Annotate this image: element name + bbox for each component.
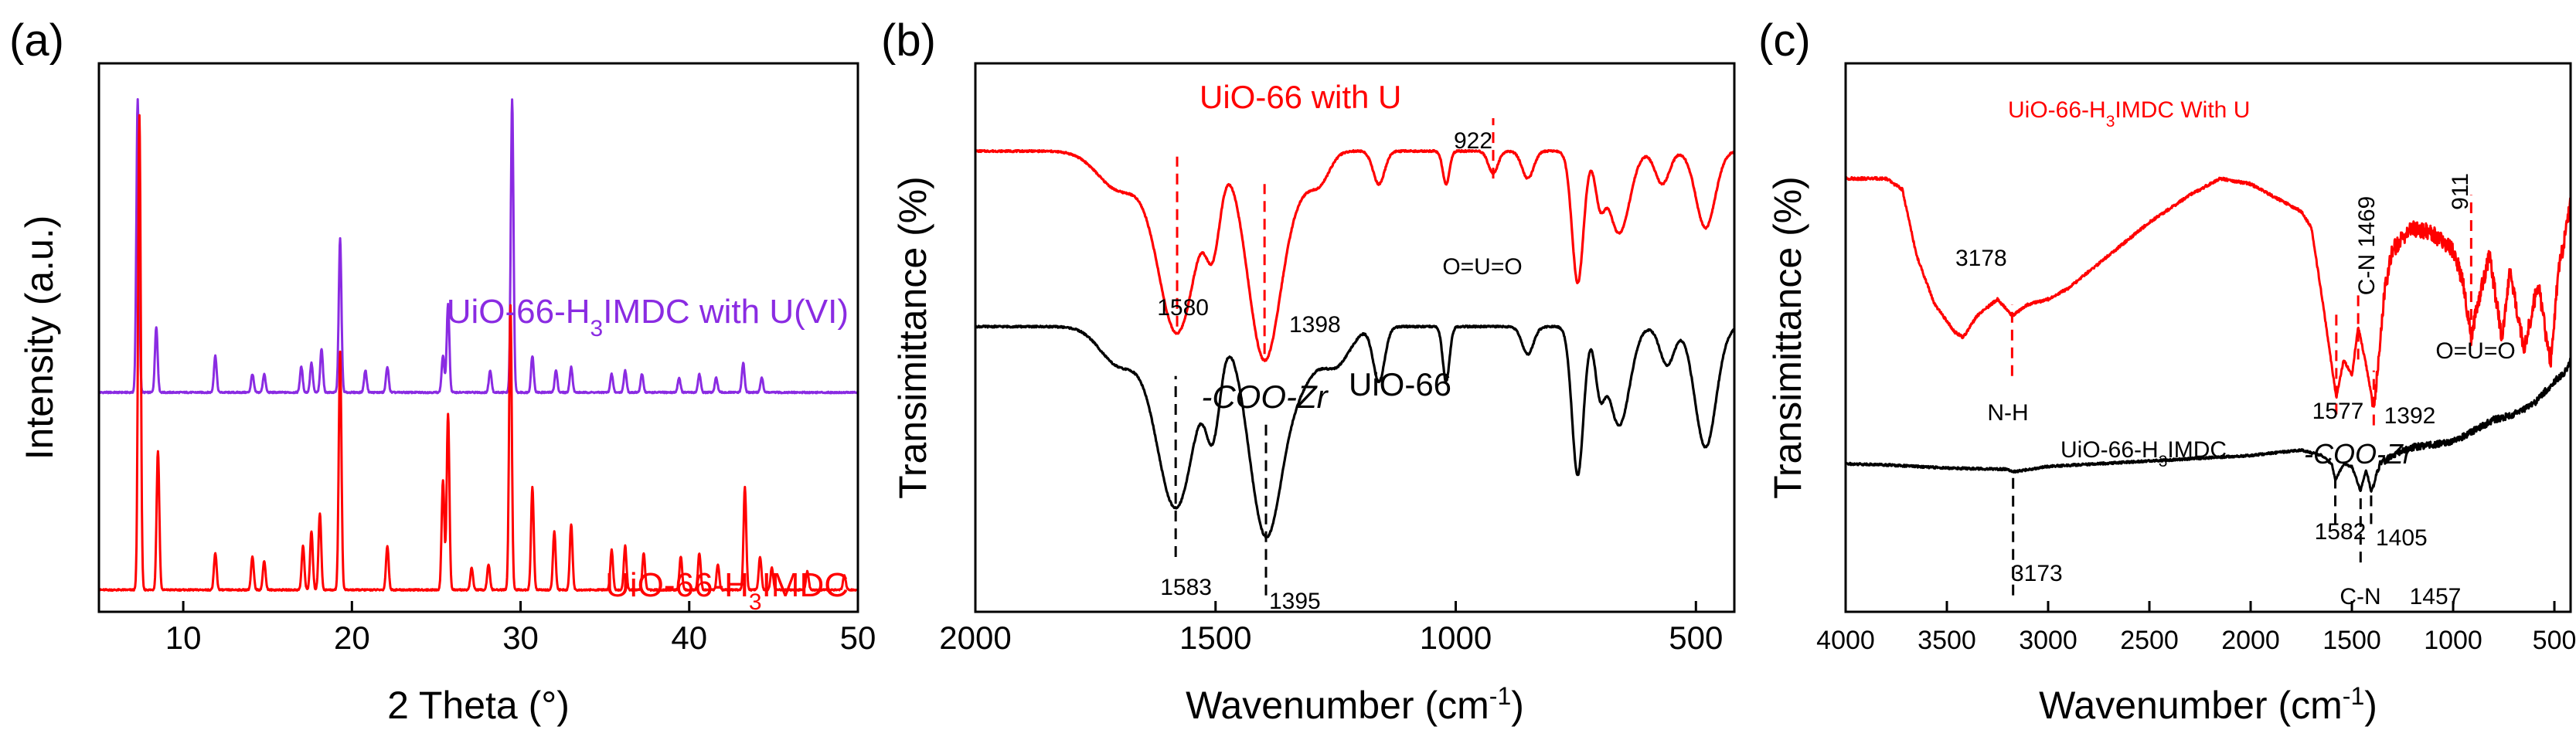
- panel-b-dashed-markers: [1174, 118, 1495, 596]
- xrd-series-uio66-h3imdc: [98, 114, 859, 592]
- x-label-close: ): [1511, 684, 1524, 727]
- panel-b-annot-uio66: UiO-66: [1349, 366, 1451, 402]
- x-label-sup: -1: [1489, 682, 1511, 710]
- panel-b-annot-1395: 1395: [1269, 589, 1321, 614]
- annot-text-tail: IMDC With U: [2115, 97, 2250, 123]
- panel-c-annot-n-h: N-H: [1987, 400, 2028, 426]
- panel-a-label: (a): [9, 15, 64, 66]
- panel-b-annot-1580: 1580: [1157, 295, 1209, 321]
- panel-c-annot-cn-1469: C-N 1469: [2354, 196, 2380, 295]
- panel-c-annot-911: 911: [2448, 173, 2473, 210]
- panel-c-label: (c): [1758, 15, 1811, 66]
- legend-text-tail: IMDC with U(VI): [603, 293, 849, 331]
- x-tick-label: 20: [334, 620, 370, 656]
- x-label-main: Wavenumber (cm: [1186, 684, 1489, 727]
- panel-b-series-group: [974, 148, 1736, 539]
- panel-a-frame: [97, 62, 859, 613]
- x-tick-label: 3000: [2019, 626, 2077, 655]
- annot-text-main: UiO-66-H: [2060, 437, 2159, 463]
- ftir-series-uio66: [974, 324, 1735, 539]
- annot-text-main: UiO-66-H: [2008, 97, 2106, 123]
- x-tick-label: 1000: [2424, 626, 2482, 655]
- panel-c-dashed-markers: [2010, 195, 2472, 596]
- legend-text-tail: IMDC: [762, 566, 849, 604]
- x-tick-label: 1000: [1420, 620, 1492, 656]
- panel-c-annot-1582: 1582: [2315, 519, 2367, 545]
- legend-subscript: 3: [590, 316, 604, 341]
- panel-c-series-group: [1844, 175, 2572, 493]
- annot-text-tail: IMDC: [2167, 437, 2227, 463]
- panel-c-annot-coo-zr: -COO-Zr: [2304, 438, 2414, 470]
- panel-c-annot-3173: 3173: [2011, 561, 2063, 586]
- x-tick-label: 30: [502, 620, 539, 656]
- ftir-series-uio66-h3imdc: [1845, 357, 2572, 493]
- panel-c-frame: [1844, 62, 2572, 613]
- x-tick-label: 10: [165, 620, 202, 656]
- legend-text-main: UiO-66-H: [447, 293, 590, 331]
- panel-a-legend-uio66-h3imdc: UiO-66-H3IMDC: [605, 566, 849, 615]
- panel-a-x-axis-label: 2 Theta (°): [387, 684, 570, 727]
- legend-subscript: 3: [749, 589, 762, 615]
- annot-subscript: 3: [2106, 113, 2115, 131]
- panel-a-xrd-chart: (a) 10 20 30 40 50 2 Theta (°) Intensity (a.…: [9, 15, 876, 727]
- panel-c-annot-uio66-h3imdc: UiO-66-H3IMDC: [2060, 437, 2227, 470]
- panel-b-annot-o-u-o: O=U=O: [1442, 254, 1522, 280]
- x-tick-label: 1500: [1179, 620, 1251, 656]
- panel-c-annot-o-u-o: O=U=O: [2435, 338, 2515, 364]
- panel-c-annot-cn: C-N: [2339, 584, 2380, 609]
- x-tick-label: 500: [2533, 626, 2576, 655]
- panel-a-x-axis-ticks: 10 20 30 40 50: [165, 601, 876, 656]
- panel-c-ftir-chart: (c) 4000 3500 3000 2500 2000 1500 1000 500 Wave…: [1758, 15, 2576, 727]
- ftir-series-uio66-h3imdc-with-u: [1844, 175, 2572, 408]
- panel-b-x-axis-ticks: 2000 1500 1000 500: [939, 601, 1723, 656]
- x-tick-label: 2000: [2221, 626, 2280, 655]
- x-label-sup: -1: [2343, 682, 2364, 710]
- panel-b-y-axis-label: Transimittance (%): [891, 176, 934, 499]
- x-label-close: ): [2364, 684, 2377, 727]
- panel-c-annot-1392: 1392: [2384, 403, 2436, 429]
- panel-c-annot-with-u-title: UiO-66-H3IMDC With U: [2008, 97, 2250, 131]
- panel-b-annot-uio66-with-u: UiO-66 with U: [1200, 79, 1401, 115]
- panel-c-annot-1577: 1577: [2312, 399, 2364, 424]
- ftir-series-uio66-with-u: [974, 148, 1736, 362]
- panel-c-annot-1405: 1405: [2376, 525, 2428, 551]
- x-tick-label: 500: [1669, 620, 1723, 656]
- legend-text-main: UiO-66-H: [605, 566, 749, 604]
- panel-b-annot-coo-zr: -COO-Zr: [1201, 379, 1329, 415]
- x-tick-label: 3500: [1918, 626, 1976, 655]
- xrd-series-uio66-h3imdc-with-u: [97, 98, 859, 395]
- panel-b-x-axis-label: Wavenumber (cm-1): [1186, 682, 1524, 727]
- x-tick-label: 4000: [1816, 626, 1875, 655]
- annot-subscript: 3: [2159, 453, 2168, 470]
- panel-a-series-group: [97, 98, 859, 592]
- x-label-main: Wavenumber (cm: [2039, 684, 2343, 727]
- panel-c-x-axis-label: Wavenumber (cm-1): [2039, 682, 2377, 727]
- panel-b-annot-1583: 1583: [1160, 575, 1212, 600]
- x-tick-label: 2500: [2120, 626, 2179, 655]
- panel-b-label: (b): [881, 15, 936, 66]
- panel-b-frame: [974, 62, 1736, 613]
- panel-a-y-axis-label: Intensity (a.u.): [18, 216, 61, 460]
- panel-c-y-axis-label: Transimittance (%): [1766, 176, 1809, 499]
- panel-c-x-axis-ticks: 4000 3500 3000 2500 2000 1500 1000 500: [1816, 601, 2576, 655]
- panel-c-annot-3178: 3178: [1955, 246, 2007, 271]
- panel-c-annot-1457: 1457: [2410, 584, 2462, 609]
- x-tick-label: 2000: [939, 620, 1011, 656]
- panel-b-ftir-chart: (b) 2000 1500 1000 500 Wavenumber (cm-1) Tr…: [881, 15, 1736, 727]
- x-tick-label: 50: [840, 620, 876, 656]
- x-tick-label: 40: [671, 620, 707, 656]
- x-tick-label: 1500: [2322, 626, 2381, 655]
- panel-b-annot-1398: 1398: [1289, 312, 1341, 338]
- panel-a-legend-uio66-with-u: UiO-66-H3IMDC with U(VI): [447, 293, 849, 341]
- panel-b-annot-922: 922: [1454, 128, 1492, 154]
